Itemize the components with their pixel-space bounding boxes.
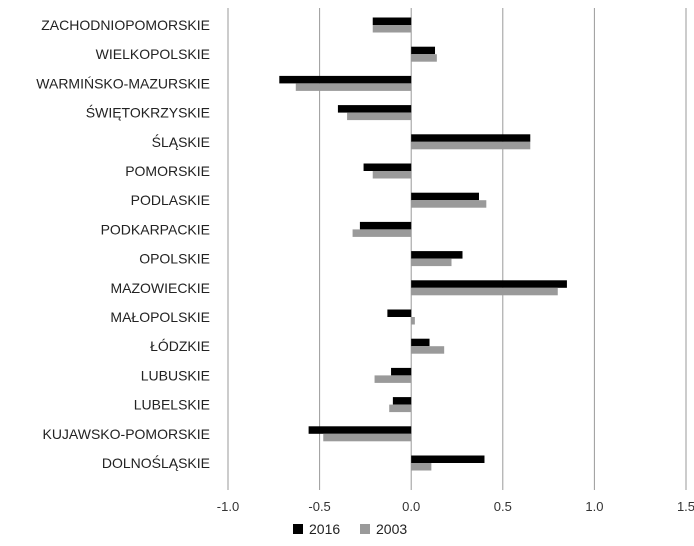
category-label: ŁÓDZKIE [150, 338, 210, 354]
category-label: OPOLSKIE [139, 251, 210, 267]
bar-2003 [389, 404, 412, 413]
category-label: ZACHODNIOPOMORSKIE [41, 17, 210, 33]
bar-2016 [372, 17, 412, 25]
bar-2016 [308, 426, 412, 434]
category-label: LUBELSKIE [134, 397, 210, 413]
category-label: ŚWIĘTOKRZYSKIE [86, 104, 210, 121]
bar-2003 [352, 229, 412, 237]
bar-2016 [411, 134, 531, 142]
legend-swatch [360, 524, 370, 534]
bar-2016 [411, 251, 463, 259]
bar-2016 [337, 105, 412, 113]
bar-2003 [411, 346, 445, 354]
bar-2003 [295, 83, 412, 91]
bar-2003 [411, 317, 415, 325]
bar-2003 [372, 171, 412, 179]
x-tick-label: 0.0 [402, 499, 420, 514]
bar-2016 [392, 397, 412, 405]
bar-2016 [359, 221, 412, 230]
category-label: WIELKOPOLSKIE [96, 46, 210, 62]
bar-2003 [411, 463, 432, 471]
bar-2016 [411, 338, 430, 347]
x-tick-labels: -1.0 -0.5 0.0 0.5 1.0 1.5 [217, 499, 694, 514]
bar-2003 [411, 287, 558, 296]
x-tick-label: 0.5 [494, 499, 512, 514]
bar-2016 [279, 75, 412, 84]
x-tick-label: 1.5 [677, 499, 694, 514]
x-tick-label: 1.0 [585, 499, 603, 514]
bar-2003 [372, 25, 412, 33]
x-tick-label: -1.0 [217, 499, 239, 514]
bar-2016 [363, 163, 412, 171]
legend: 2016 2003 [293, 521, 407, 537]
bar-2016 [411, 280, 567, 288]
bar-2003 [411, 200, 487, 208]
bar-2003 [411, 258, 452, 267]
x-tick-label: -0.5 [308, 499, 330, 514]
category-label: MAZOWIECKIE [110, 280, 210, 296]
bar-2003 [411, 141, 531, 150]
category-label: DOLNOŚLĄSKIE [102, 454, 210, 471]
category-label: MAŁOPOLSKIE [110, 309, 210, 325]
legend-swatch [293, 524, 303, 534]
bar-2016 [411, 455, 485, 463]
bar-2003 [374, 375, 412, 383]
bar-2016 [387, 309, 412, 317]
category-label: WARMIŃSKO-MAZURSKIE [36, 75, 210, 91]
category-label: PODKARPACKIE [101, 221, 210, 237]
bar-2003 [347, 112, 412, 121]
category-label: PODLASKIE [131, 192, 210, 208]
category-label: LUBUSKIE [141, 367, 210, 383]
category-label: POMORSKIE [125, 163, 210, 179]
bar-2003 [323, 433, 412, 442]
bar-2016 [391, 367, 412, 376]
legend-label: 2003 [376, 521, 407, 537]
category-label: KUJAWSKO-POMORSKIE [42, 426, 210, 442]
bar-2003 [411, 54, 437, 62]
bar-2016 [411, 192, 479, 201]
bars [279, 17, 567, 471]
bar-2016 [411, 46, 436, 55]
category-label: ŚLĄSKIE [152, 133, 210, 150]
legend-label: 2016 [309, 521, 340, 537]
category-labels: ZACHODNIOPOMORSKIE WIELKOPOLSKIE WARMIŃSKO… [36, 17, 210, 471]
